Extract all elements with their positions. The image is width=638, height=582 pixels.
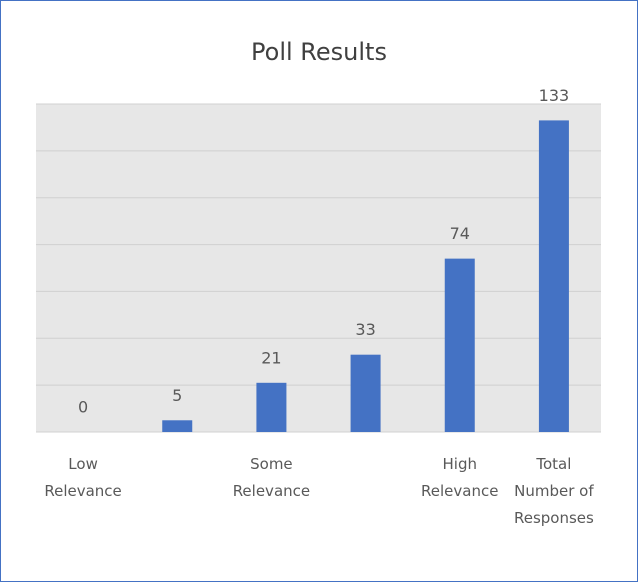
data-label: 0: [78, 398, 88, 417]
x-tick-label: Some Relevance: [232, 455, 311, 500]
x-tick-label: High Relevance: [421, 455, 499, 500]
chart-title: Poll Results: [251, 38, 387, 66]
data-label: 5: [172, 386, 182, 405]
bar: [538, 120, 569, 433]
bar: [256, 382, 287, 432]
bar: [444, 258, 475, 432]
bar: [350, 354, 381, 432]
data-label: 133: [539, 86, 570, 105]
x-tick-label: Total Number of Responses: [513, 455, 594, 527]
x-tick-label: Low Relevance: [44, 455, 122, 500]
plot-area: [36, 104, 601, 432]
data-label: 21: [261, 348, 281, 367]
data-label: 74: [450, 224, 470, 243]
data-label: 33: [355, 320, 375, 339]
bar: [162, 420, 193, 432]
